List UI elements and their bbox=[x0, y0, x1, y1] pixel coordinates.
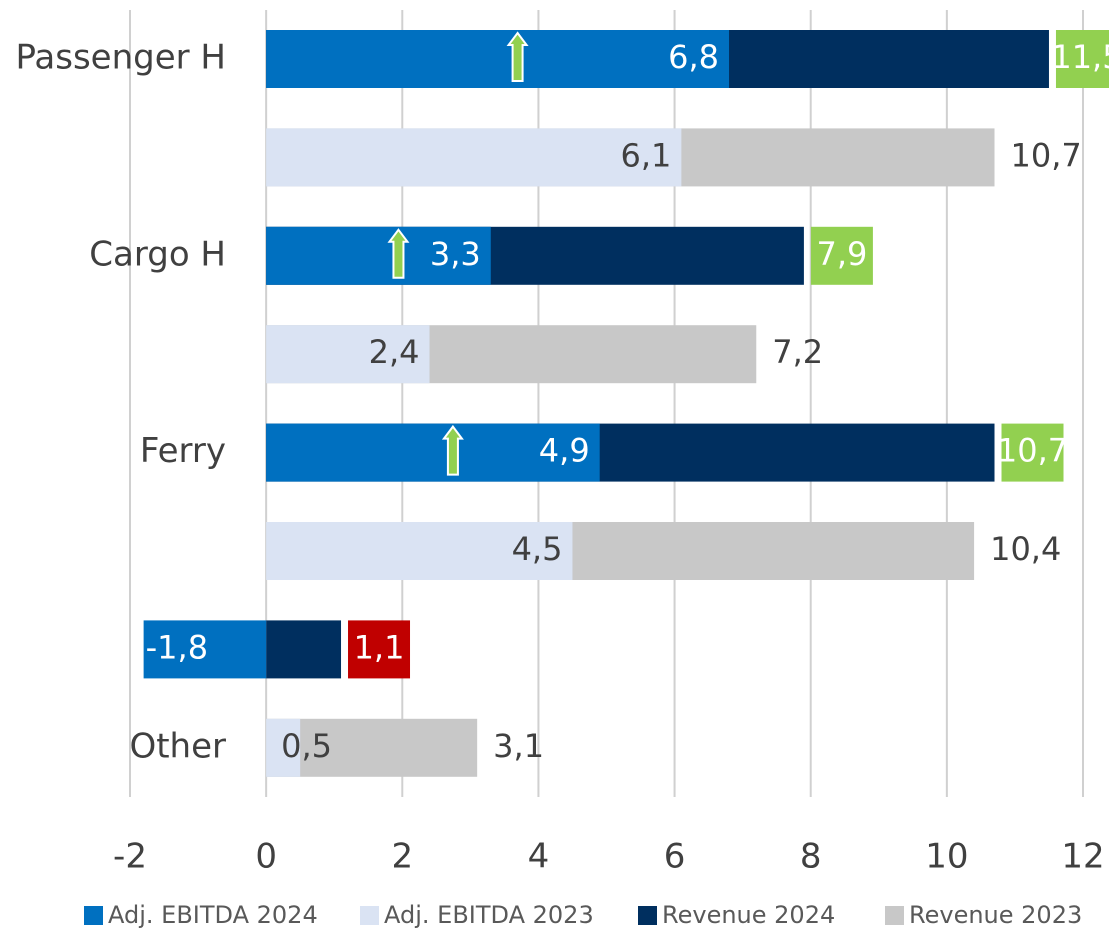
value-label-box bbox=[1001, 423, 1064, 482]
value-label: 10,7 bbox=[997, 432, 1068, 470]
legend-swatch bbox=[360, 906, 379, 925]
value-label: 3,1 bbox=[493, 727, 544, 765]
legend-label: Adj. EBITDA 2024 bbox=[108, 901, 318, 929]
x-tick-label: 10 bbox=[925, 837, 968, 877]
x-tick-label: 4 bbox=[528, 837, 550, 877]
revenue-bar bbox=[266, 718, 478, 777]
value-label: 10,7 bbox=[1011, 136, 1082, 174]
value-label-box bbox=[810, 226, 873, 285]
ebitda-bar bbox=[266, 718, 301, 777]
revenue-bar bbox=[266, 620, 342, 679]
legend-swatch bbox=[885, 906, 904, 925]
value-label: 2,4 bbox=[369, 333, 420, 371]
category-label: Ferry bbox=[140, 431, 226, 471]
x-tick-label: 0 bbox=[255, 837, 277, 877]
ebitda-bar bbox=[266, 522, 573, 580]
legend-label: Revenue 2023 bbox=[909, 901, 1082, 929]
trend-arrow bbox=[506, 31, 529, 82]
value-label-box bbox=[348, 620, 411, 679]
x-tick-label: 2 bbox=[391, 837, 413, 877]
value-label: 7,9 bbox=[816, 235, 867, 273]
value-label: 4,9 bbox=[539, 432, 590, 470]
value-label: 6,8 bbox=[668, 38, 719, 76]
ebitda-bar bbox=[266, 30, 730, 88]
value-label: 11,5 bbox=[1051, 38, 1109, 76]
value-label: 7,2 bbox=[772, 333, 823, 371]
ebitda-bar bbox=[266, 423, 600, 482]
trend-arrow bbox=[387, 228, 410, 279]
value-label: 1,1 bbox=[354, 628, 405, 666]
ebitda-bar bbox=[266, 325, 430, 384]
ebitda-bar bbox=[266, 128, 682, 187]
value-label: -1,8 bbox=[146, 628, 208, 666]
value-label: 3,3 bbox=[430, 235, 481, 273]
value-label: 10,4 bbox=[990, 530, 1061, 568]
value-label: 0,5 bbox=[281, 727, 332, 765]
legend-swatch bbox=[638, 906, 657, 925]
legend-swatch bbox=[84, 906, 103, 925]
trend-arrow bbox=[441, 424, 464, 476]
category-label: Passenger H bbox=[15, 38, 226, 78]
x-tick-label: -2 bbox=[113, 837, 147, 877]
value-label: 6,1 bbox=[620, 136, 671, 174]
category-label: Cargo H bbox=[89, 234, 226, 274]
x-tick-label: 12 bbox=[1061, 837, 1104, 877]
ebitda-bar bbox=[143, 620, 267, 679]
value-label: 4,5 bbox=[512, 530, 563, 568]
x-tick-label: 8 bbox=[800, 837, 822, 877]
category-label: Other bbox=[129, 726, 226, 766]
ebitda-bar bbox=[266, 226, 491, 285]
value-label-box bbox=[1055, 30, 1109, 88]
legend-label: Revenue 2024 bbox=[662, 901, 835, 929]
legend-label: Adj. EBITDA 2023 bbox=[384, 901, 594, 929]
x-tick-label: 6 bbox=[664, 837, 686, 877]
